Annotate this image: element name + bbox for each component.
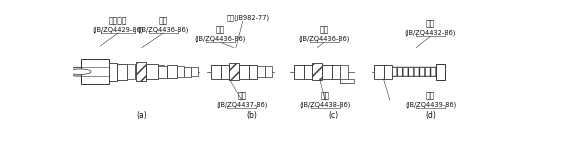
Bar [211, 65, 228, 78]
Text: 接头: 接头 [237, 91, 246, 100]
Bar [322, 65, 332, 79]
Bar [294, 65, 311, 78]
Bar [184, 67, 191, 77]
Text: (JB/ZQ4432-86): (JB/ZQ4432-86) [405, 30, 456, 36]
Bar [322, 65, 336, 78]
Bar [392, 67, 436, 76]
Text: (d): (d) [425, 111, 436, 120]
Text: 垫圈(JB982-77): 垫圈(JB982-77) [227, 14, 270, 21]
Bar [211, 65, 221, 79]
Bar [249, 65, 257, 79]
Text: 垫圈: 垫圈 [215, 26, 225, 35]
Bar [81, 59, 109, 84]
Text: (b): (b) [246, 111, 257, 120]
Text: 螺母: 螺母 [321, 91, 330, 100]
Bar [127, 64, 135, 79]
Bar [117, 65, 134, 78]
Bar [436, 64, 444, 80]
Bar [229, 63, 239, 80]
Text: (c): (c) [328, 111, 338, 120]
Bar [191, 67, 198, 76]
Bar [117, 64, 127, 80]
Bar [239, 65, 256, 78]
Bar [147, 65, 165, 78]
Bar [176, 66, 184, 77]
Bar [257, 66, 265, 77]
Bar [109, 63, 117, 81]
Bar [136, 62, 147, 81]
Bar [374, 65, 391, 78]
Bar [384, 65, 392, 79]
Bar [304, 65, 312, 79]
Bar [166, 65, 176, 79]
Circle shape [62, 67, 98, 76]
Text: 胶管接头: 胶管接头 [109, 16, 127, 25]
Text: 垫圈: 垫圈 [319, 26, 329, 35]
Text: (JB/ZQ4438-86): (JB/ZQ4438-86) [300, 101, 351, 108]
Text: 螺栓: 螺栓 [426, 19, 435, 29]
Bar [147, 64, 158, 79]
Text: (a): (a) [137, 111, 147, 120]
Text: 接管: 接管 [426, 91, 435, 100]
Text: (JB/ZQ4437-86): (JB/ZQ4437-86) [216, 101, 267, 108]
Bar [340, 65, 348, 83]
Bar [221, 65, 229, 79]
Bar [374, 65, 384, 79]
Text: 垫圈: 垫圈 [159, 16, 168, 25]
Text: (JB/ZQ4436-86): (JB/ZQ4436-86) [298, 36, 350, 42]
Bar [158, 66, 166, 78]
Text: (JB/ZQ4436-86): (JB/ZQ4436-86) [138, 26, 189, 33]
Text: (JB/ZQ4439-86): (JB/ZQ4439-86) [405, 101, 456, 108]
Bar [239, 65, 249, 79]
Bar [265, 66, 272, 77]
Text: (JB/ZQ4436-86): (JB/ZQ4436-86) [194, 36, 246, 42]
Bar [312, 63, 322, 80]
Bar [340, 79, 354, 83]
Text: (JB/ZQ4429-86): (JB/ZQ4429-86) [93, 26, 144, 33]
Circle shape [68, 69, 91, 74]
Bar [294, 65, 304, 79]
Bar [332, 65, 340, 79]
